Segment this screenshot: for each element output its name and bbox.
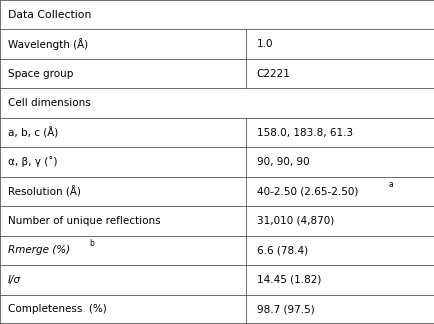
Text: α, β, γ (˚): α, β, γ (˚) (8, 156, 57, 168)
Text: a: a (388, 180, 393, 189)
Text: I/σ: I/σ (8, 275, 21, 285)
Text: 6.6 (78.4): 6.6 (78.4) (256, 245, 307, 255)
Text: b: b (89, 239, 94, 249)
Text: 90, 90, 90: 90, 90, 90 (256, 157, 309, 167)
Text: Completeness  (%): Completeness (%) (8, 304, 106, 314)
Text: Resolution (Å): Resolution (Å) (8, 186, 81, 197)
Text: Wavelength (Å): Wavelength (Å) (8, 38, 88, 50)
Text: Rmerge (%): Rmerge (%) (8, 245, 70, 255)
Text: 40-2.50 (2.65-2.50): 40-2.50 (2.65-2.50) (256, 186, 357, 196)
Text: 14.45 (1.82): 14.45 (1.82) (256, 275, 320, 285)
Text: 98.7 (97.5): 98.7 (97.5) (256, 304, 314, 314)
Text: 158.0, 183.8, 61.3: 158.0, 183.8, 61.3 (256, 128, 352, 138)
Text: Cell dimensions: Cell dimensions (8, 98, 90, 108)
Text: 31,010 (4,870): 31,010 (4,870) (256, 216, 333, 226)
Text: Number of unique reflections: Number of unique reflections (8, 216, 160, 226)
Text: C2221: C2221 (256, 69, 290, 79)
Text: Rmerge (%): Rmerge (%) (8, 245, 70, 255)
Text: a, b, c (Å): a, b, c (Å) (8, 127, 58, 138)
Text: 1.0: 1.0 (256, 39, 273, 49)
Text: Space group: Space group (8, 69, 73, 79)
Text: 40-2.50 (2.65-2.50): 40-2.50 (2.65-2.50) (256, 186, 357, 196)
Text: Data Collection: Data Collection (8, 10, 91, 20)
